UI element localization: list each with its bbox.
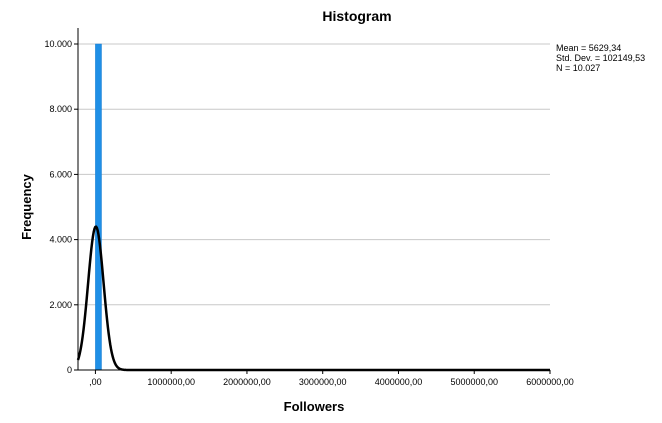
x-tick-label: 6000000,00 — [526, 377, 574, 387]
stat-mean: Mean = 5629,34 — [556, 43, 621, 53]
y-tick-label: 10.000 — [44, 39, 72, 49]
grid-lines — [78, 43, 550, 306]
histogram-bar — [95, 43, 102, 371]
axis-layer — [74, 28, 551, 374]
x-tick-label: ,00 — [89, 377, 102, 387]
x-tick-label: 4000000,00 — [375, 377, 423, 387]
normal-curve — [76, 225, 551, 372]
y-tick-label: 6.000 — [49, 169, 72, 179]
stat-n: N = 10.027 — [556, 63, 600, 73]
y-tick-label: 0 — [67, 365, 72, 375]
x-axis-title: Followers — [284, 399, 345, 414]
stat-std-dev: Std. Dev. = 102149,53 — [556, 53, 645, 63]
x-tick-label: 3000000,00 — [299, 377, 347, 387]
x-tick-label: 5000000,00 — [450, 377, 498, 387]
y-tick-labels: 0 2.000 4.000 6.000 8.000 10.000 — [44, 39, 72, 375]
normal-curve-layer — [76, 225, 551, 372]
x-tick-label: 1000000,00 — [147, 377, 195, 387]
y-tick-label: 2.000 — [49, 300, 72, 310]
y-tick-label: 8.000 — [49, 104, 72, 114]
y-tick-label: 4.000 — [49, 235, 72, 245]
y-axis-title: Frequency — [19, 173, 34, 240]
x-tick-label: 2000000,00 — [223, 377, 271, 387]
x-tick-labels: ,00 1000000,00 2000000,00 3000000,00 4000000… — [89, 377, 574, 387]
chart-title: Histogram — [322, 8, 391, 24]
bar-layer — [95, 43, 102, 371]
